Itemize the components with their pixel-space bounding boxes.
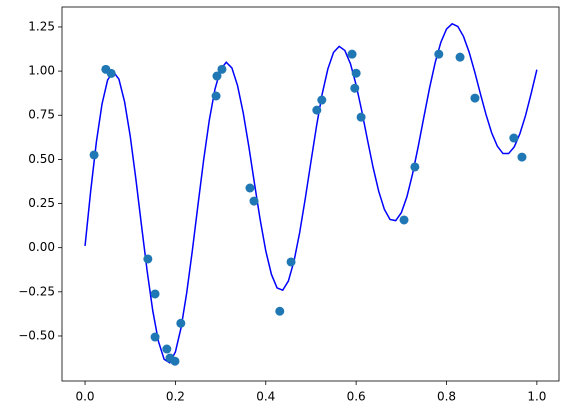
scatter-point — [217, 64, 227, 74]
scatter-point — [249, 196, 259, 206]
x-tick-label: 0.8 — [437, 390, 456, 404]
scatter-point — [455, 52, 465, 62]
y-tick-label: 0.00 — [28, 240, 55, 254]
x-tick-label: 1.0 — [527, 390, 546, 404]
scatter-point — [317, 95, 327, 105]
x-tick-label: 0.4 — [256, 390, 275, 404]
scatter-point — [434, 49, 444, 59]
y-tick-label: 1.00 — [28, 64, 55, 78]
scatter-point — [106, 68, 116, 78]
scatter-point — [347, 49, 357, 59]
scatter-point — [143, 254, 153, 264]
scatter-point — [470, 93, 480, 103]
scatter-point — [150, 332, 160, 342]
scatter-point — [275, 306, 285, 316]
y-tick-label: 0.75 — [28, 108, 55, 122]
scatter-point — [150, 289, 160, 299]
x-tick-label: 0.2 — [166, 390, 185, 404]
scatter-point — [410, 162, 420, 172]
scatter-point — [517, 152, 527, 162]
scatter-point — [245, 183, 255, 193]
y-tick-label: 0.25 — [28, 196, 55, 210]
scatter-point — [312, 105, 322, 115]
scatter-point — [211, 91, 221, 101]
scatter-point — [351, 68, 361, 78]
y-tick-label: −0.50 — [18, 328, 55, 342]
scatter-point — [176, 318, 186, 328]
scatter-point — [399, 215, 409, 225]
y-tick-label: 1.25 — [28, 19, 55, 33]
scatter-point — [509, 133, 519, 143]
x-tick-label: 0.6 — [347, 390, 366, 404]
axes-frame — [61, 6, 560, 382]
y-tick-label: −0.25 — [18, 284, 55, 298]
scatter-point — [89, 150, 99, 160]
scatter-point — [212, 71, 222, 81]
x-tick-label: 0.0 — [75, 390, 94, 404]
scatter-point — [356, 112, 366, 122]
plot-area — [84, 22, 538, 366]
scatter-point — [162, 344, 172, 354]
y-tick-label: 0.50 — [28, 152, 55, 166]
scatter-point — [350, 83, 360, 93]
line — [84, 22, 538, 364]
scatter-point — [286, 257, 296, 267]
scatter-point — [170, 356, 180, 366]
